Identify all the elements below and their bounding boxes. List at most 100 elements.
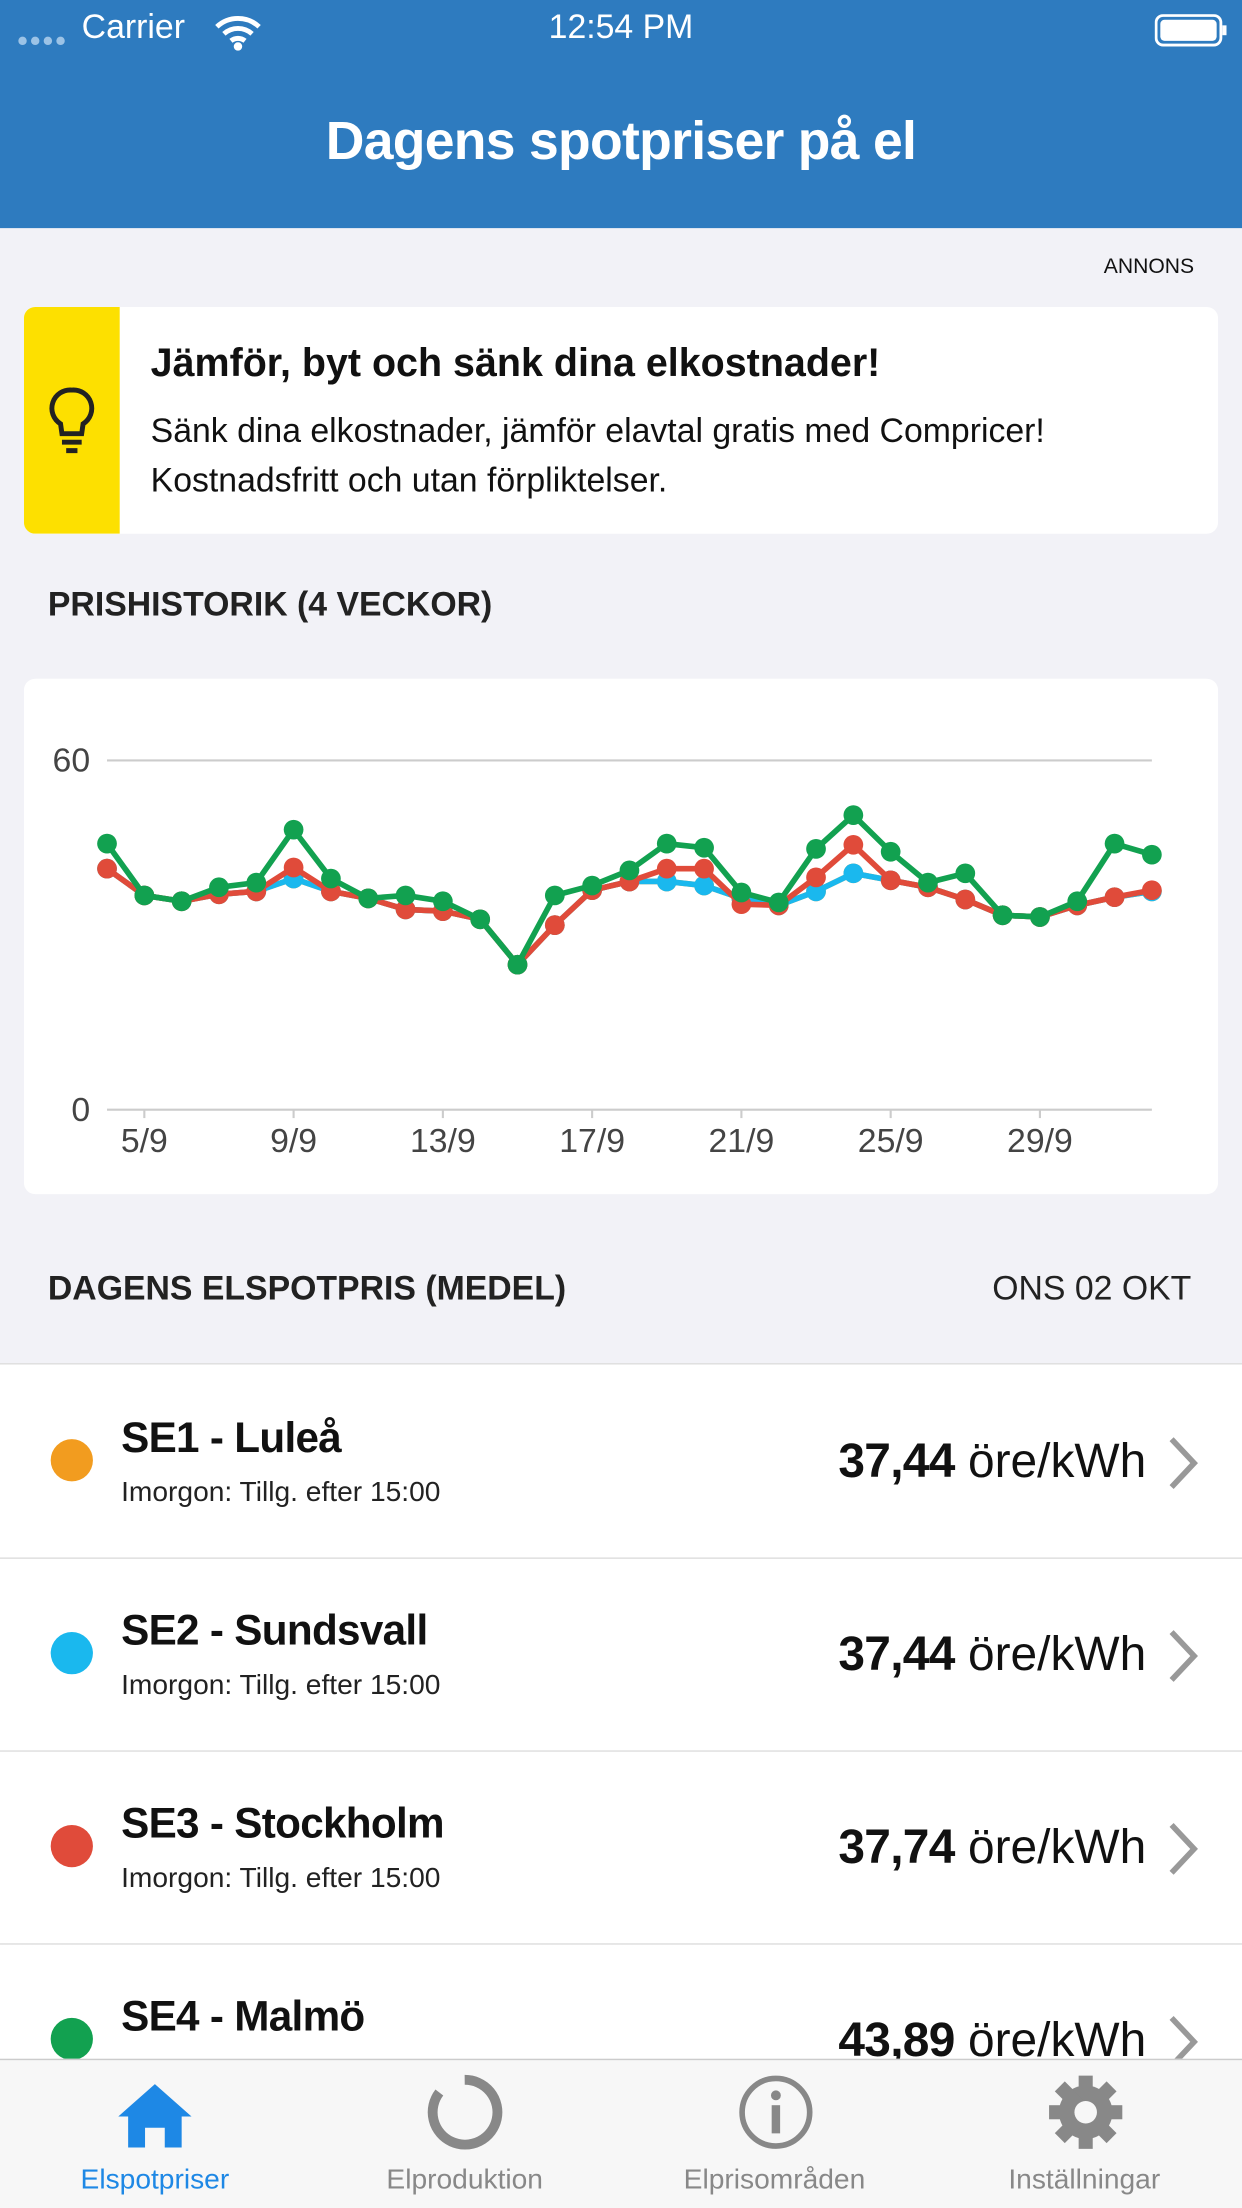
data-point (1104, 887, 1125, 908)
region-note: Imorgon: Tillg. efter 15:00 (121, 1670, 441, 1702)
data-point (918, 872, 938, 893)
region-note: Imorgon: Tillg. efter 15:00 (121, 1862, 441, 1894)
price: 37,74 öre/kWh (838, 1821, 1146, 1876)
tab-label: Elprisområden (683, 2164, 866, 2196)
tab-label: Inställningar (1008, 2164, 1161, 2196)
tab[interactable]: Elprisområden (620, 2060, 930, 2208)
carrier: Carrier (81, 8, 185, 47)
chevron (1169, 1437, 1198, 1489)
tab-bar: Elspotpriser Elproduktion Elprisområden … (0, 2058, 1242, 2208)
clock: 12:54 PM (548, 8, 694, 47)
page-title: Dagens spotpriser på el (325, 112, 917, 172)
price: 37,44 öre/kWh (838, 1628, 1146, 1683)
x-tick-label: 17/9 (559, 1122, 625, 1160)
price-unit: öre/kWh (967, 1820, 1147, 1875)
y-tick-label: 0 (71, 1091, 90, 1129)
data-point (171, 891, 192, 912)
region-note: Imorgon: Tillg. efter 15:00 (121, 1477, 441, 1509)
data-point (992, 905, 1013, 926)
region-name: SE3 - Stockholm (121, 1801, 444, 1848)
bulb-icon (49, 387, 95, 454)
data-point (806, 867, 826, 888)
price-row[interactable]: SE2 - Sundsvall Imorgon: Tillg. efter 15:… (0, 1557, 1242, 1752)
chevron (1169, 2015, 1198, 2068)
price-row[interactable]: SE1 - Luleå Imorgon: Tillg. efter 15:00 37… (0, 1365, 1242, 1559)
tab[interactable]: Elspotpriser (0, 2060, 310, 2208)
data-point (880, 841, 901, 862)
x-tick-label: 25/9 (858, 1122, 924, 1160)
region-dot (50, 1824, 93, 1868)
data-point (843, 863, 864, 884)
x-tick-label: 5/9 (121, 1122, 168, 1160)
data-point (209, 877, 229, 898)
data-point (507, 954, 528, 975)
data-point (395, 899, 416, 920)
data-point (97, 858, 117, 879)
data-point (1104, 833, 1125, 854)
data-point (843, 834, 864, 855)
ad-banner[interactable]: Jämför, byt och sänk dina elkostnader! S… (23, 306, 1219, 534)
region-name: SE2 - Sundsvall (121, 1608, 428, 1655)
region-name: SE1 - Luleå (121, 1415, 342, 1462)
battery-icon (1154, 14, 1227, 47)
section-heading: PRISHISTORIK (4 VECKOR) (47, 585, 493, 624)
region-dot (50, 1439, 93, 1482)
data-point (619, 860, 640, 881)
data-point (395, 885, 416, 906)
chevron (1169, 1823, 1198, 1875)
y-tick-label: 60 (53, 742, 91, 780)
data-point (246, 872, 267, 893)
data-point (582, 875, 602, 896)
nav-bar: Carrier 12:54 PM Dagens spotpriser på el (0, 0, 1242, 229)
production-icon (427, 2074, 503, 2150)
x-tick-label: 21/9 (709, 1122, 775, 1160)
price: 37,44 öre/kWh (838, 1435, 1146, 1490)
tab[interactable]: Elproduktion (310, 2060, 620, 2208)
price: 43,89 öre/kWh (838, 2014, 1146, 2069)
data-point (433, 891, 453, 912)
price-value: 43,89 (838, 2013, 955, 2068)
data-point (283, 819, 304, 840)
data-point (806, 881, 826, 902)
price-value: 37,44 (838, 1627, 955, 1682)
data-point (768, 892, 789, 913)
tab[interactable]: Inställningar (929, 2060, 1239, 2208)
price-row[interactable]: SE4 - Malmö 43,89 öre/kWh (0, 1943, 1242, 2138)
ad-title: Jämför, byt och sänk dina elkostnader! (150, 340, 881, 385)
price-unit: öre/kWh (967, 2013, 1147, 2068)
home-icon (118, 2084, 192, 2148)
x-tick-label: 13/9 (410, 1122, 476, 1160)
chart-card: 0 60 5/9 9/9 13/9 17/9 21/9 25/9 29/9 (23, 678, 1219, 1195)
region-name: SE4 - Malmö (121, 1993, 365, 2041)
data-point (1142, 880, 1162, 901)
data-point (731, 882, 752, 903)
info-icon (739, 2075, 813, 2149)
data-point (544, 885, 565, 906)
x-tick-label: 29/9 (1007, 1122, 1073, 1160)
region-dot (50, 1632, 93, 1675)
ad-icon-bar (23, 306, 120, 534)
data-point (955, 863, 976, 884)
x-tick-label: 9/9 (270, 1122, 317, 1160)
data-point (283, 857, 304, 878)
price-value: 37,74 (838, 1820, 955, 1875)
data-point (955, 889, 976, 910)
data-point (358, 888, 379, 909)
data-point (97, 833, 117, 854)
data-point (544, 915, 565, 935)
price-row[interactable]: SE3 - Stockholm Imorgon: Tillg. efter 15:… (0, 1750, 1242, 1945)
data-point (694, 875, 714, 896)
ad-label: ANNONS (1103, 254, 1195, 279)
data-point (694, 837, 714, 858)
data-point (656, 858, 677, 879)
data-point (843, 805, 864, 825)
price-unit: öre/kWh (967, 1627, 1147, 1682)
data-point (880, 870, 901, 891)
data-point (1067, 891, 1088, 912)
data-point (321, 868, 341, 889)
price-value: 37,44 (838, 1434, 955, 1489)
data-point (134, 885, 155, 906)
ad-text: Sänk dina elkostnader, jämför elavtal gr… (150, 412, 1045, 500)
data-point (656, 833, 677, 854)
